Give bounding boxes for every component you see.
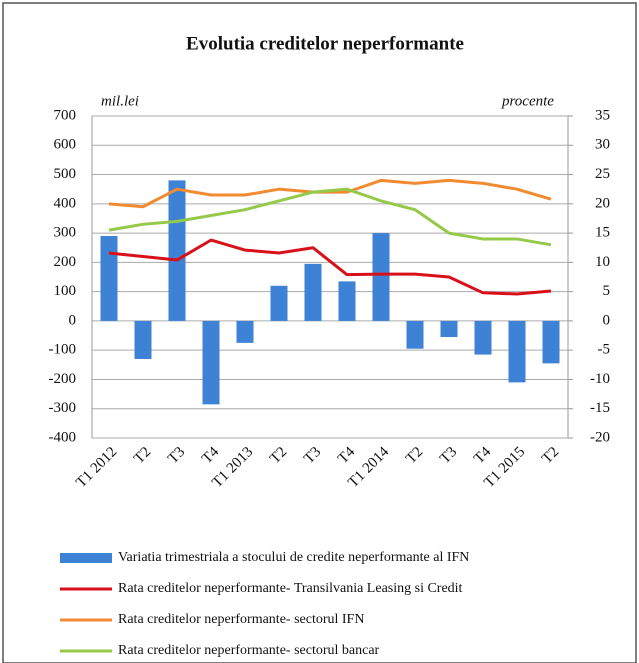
y2-tick-label: -5 — [598, 342, 611, 358]
bar — [270, 285, 288, 321]
legend-label: Variatia trimestriala a stocului de cred… — [118, 550, 469, 565]
x-tick-label: T3 — [165, 444, 188, 467]
x-tick-label: T4 — [199, 444, 222, 467]
legend-label: Rata creditelor neperformante- sectorul … — [118, 643, 380, 658]
bar — [100, 236, 118, 321]
y-tick-label: 300 — [54, 225, 77, 241]
x-tick-label: T3 — [301, 444, 324, 467]
x-tick-label: T3 — [437, 444, 460, 467]
line — [108, 238, 552, 296]
bar — [372, 233, 390, 321]
bar — [134, 320, 152, 359]
x-tick-label: T4 — [471, 444, 494, 467]
bar — [236, 320, 254, 343]
bar — [440, 320, 458, 338]
bar — [338, 281, 356, 321]
y-tick-label: -300 — [49, 400, 77, 416]
y-tick-label: -200 — [49, 371, 77, 387]
y-tick-label: 100 — [54, 283, 77, 299]
y2-tick-label: 10 — [595, 254, 610, 270]
x-tick-label: T1 2012 — [73, 444, 120, 491]
plot-area — [91, 115, 569, 439]
y-tick-label: -400 — [49, 429, 77, 445]
y2-tick-label: -20 — [590, 429, 610, 445]
y-tick-label: 500 — [54, 166, 77, 182]
y2-tick-label: 20 — [595, 195, 610, 211]
legend-swatch — [60, 553, 112, 563]
bar — [542, 320, 560, 364]
y2-tick-label: 15 — [595, 225, 610, 241]
bar — [304, 263, 322, 321]
bar — [202, 320, 220, 405]
y-tick-label: -100 — [49, 342, 77, 358]
y-tick-label: 400 — [54, 195, 77, 211]
x-tick-label: T4 — [335, 444, 358, 467]
y-tick-label: 600 — [54, 137, 77, 153]
y-axis-title: mil.lei — [101, 93, 139, 109]
y2-tick-label: 30 — [595, 137, 610, 153]
y2-tick-label: 25 — [595, 166, 610, 182]
y-tick-label: 200 — [54, 254, 77, 270]
legend: Variatia trimestriala a stocului de cred… — [60, 550, 469, 658]
x-tick-label: T2 — [267, 444, 290, 467]
x-tick-label: T2 — [539, 444, 562, 467]
bar — [474, 320, 492, 355]
y-tick-label: 700 — [54, 107, 77, 123]
y2-axis-title: procente — [501, 93, 554, 109]
y2-tick-label: 35 — [595, 107, 610, 123]
y2-tick-label: 5 — [603, 283, 611, 299]
bar — [406, 320, 424, 349]
y2-tick-label: -10 — [590, 371, 610, 387]
y2-tick-label: -15 — [590, 400, 610, 416]
y-tick-label: 0 — [69, 312, 77, 328]
legend-label: Rata creditelor neperformante- Transilva… — [118, 581, 463, 596]
bar — [168, 180, 186, 321]
line — [108, 187, 552, 247]
x-tick-label: T2 — [131, 444, 154, 467]
x-tick-label: T2 — [403, 444, 426, 467]
y2-tick-label: 0 — [603, 312, 611, 328]
chart-title: Evolutia creditelor neperformante — [186, 33, 464, 54]
legend-label: Rata creditelor neperformante- sectorul … — [118, 612, 364, 627]
bar — [508, 320, 526, 383]
